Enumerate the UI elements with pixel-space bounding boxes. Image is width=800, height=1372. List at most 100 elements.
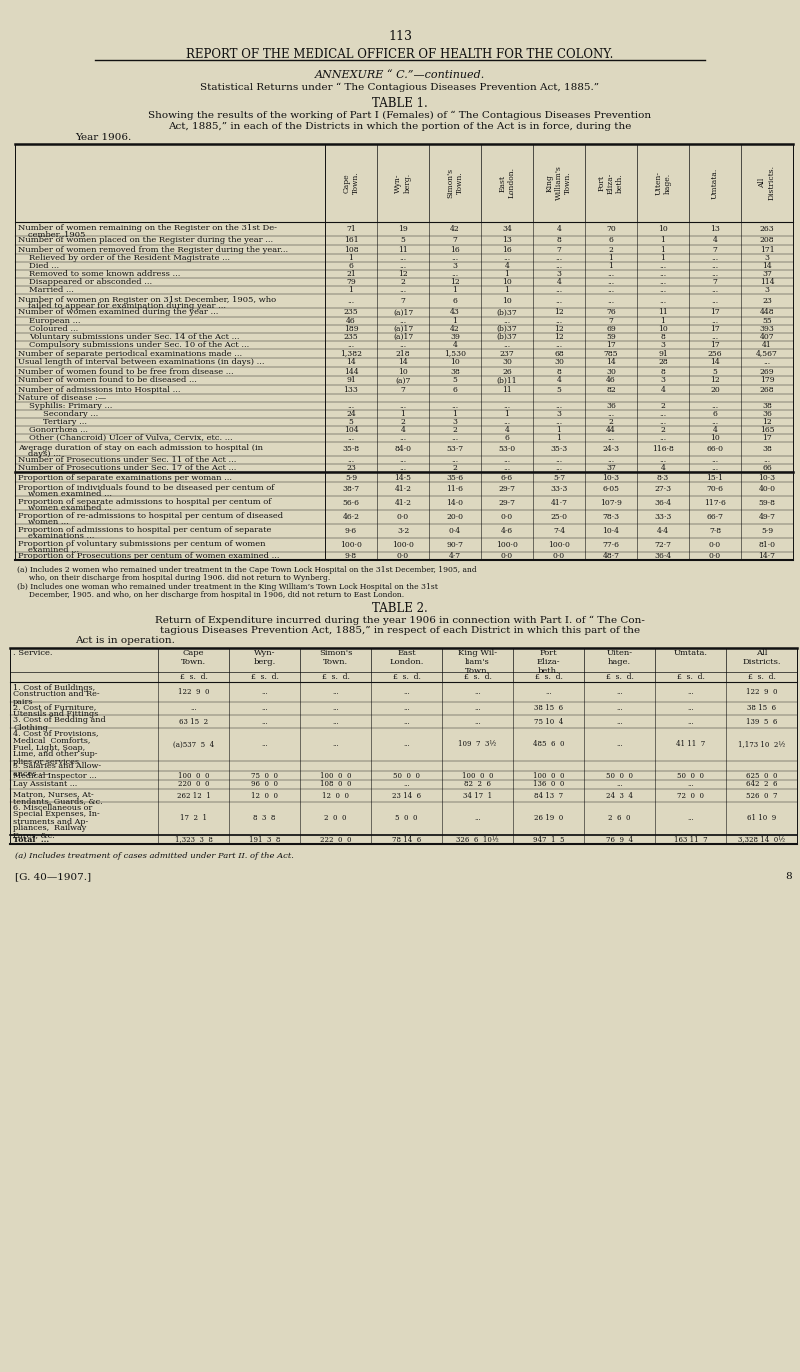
Text: 3: 3: [557, 270, 562, 279]
Text: Lime, and other sup-: Lime, and other sup-: [13, 750, 98, 759]
Text: 14: 14: [762, 262, 772, 270]
Text: 68: 68: [554, 350, 564, 358]
Text: 0·0: 0·0: [709, 552, 721, 560]
Text: 16: 16: [502, 246, 512, 254]
Text: Lay Assistant ...: Lay Assistant ...: [13, 781, 78, 789]
Text: December, 1905. and who, on her discharge from hospital in 1906, did not return : December, 1905. and who, on her discharg…: [17, 591, 404, 600]
Text: ...: ...: [555, 285, 562, 294]
Text: 37: 37: [606, 464, 616, 472]
Text: tendants, Guards, &c.: tendants, Guards, &c.: [13, 797, 102, 805]
Text: 12: 12: [762, 418, 772, 425]
Text: 4. Cost of Provisions,: 4. Cost of Provisions,: [13, 730, 98, 738]
Text: ...: ...: [403, 781, 410, 789]
Text: 163 11  7: 163 11 7: [674, 836, 707, 844]
Text: Proportion of Prosecutions per centum of women examined ...: Proportion of Prosecutions per centum of…: [18, 552, 279, 560]
Text: ...: ...: [503, 418, 510, 425]
Text: 1: 1: [661, 317, 666, 325]
Text: 90·7: 90·7: [446, 541, 463, 549]
Text: 0·0: 0·0: [709, 541, 721, 549]
Text: £  s.  d.: £ s. d.: [179, 674, 207, 681]
Text: 16: 16: [450, 246, 460, 254]
Text: 17: 17: [606, 342, 616, 348]
Text: days) ...: days) ...: [28, 450, 61, 458]
Text: 10: 10: [450, 358, 460, 366]
Text: 12  0  0: 12 0 0: [251, 792, 278, 800]
Text: 144: 144: [344, 368, 358, 376]
Text: 263: 263: [760, 225, 774, 233]
Text: 191  3  8: 191 3 8: [249, 836, 280, 844]
Text: ...: ...: [261, 718, 268, 726]
Text: All
Districts.: All Districts.: [758, 166, 776, 200]
Text: Number of women found to be free from disease ...: Number of women found to be free from di…: [18, 368, 234, 376]
Text: European ...: European ...: [29, 317, 81, 325]
Text: Proportion of separate admissions to hospital per centum of: Proportion of separate admissions to hos…: [18, 498, 271, 505]
Text: women examined ...: women examined ...: [28, 505, 112, 513]
Text: 17: 17: [710, 325, 720, 333]
Text: 61 10  9: 61 10 9: [747, 815, 776, 822]
Text: 2: 2: [453, 425, 458, 434]
Text: 46: 46: [606, 376, 616, 384]
Text: 1: 1: [609, 262, 614, 270]
Text: 82: 82: [606, 386, 616, 394]
Text: ...: ...: [711, 270, 718, 279]
Text: ...: ...: [607, 410, 614, 418]
Text: [G. 40—1907.]: [G. 40—1907.]: [15, 873, 91, 881]
Text: 208: 208: [760, 236, 774, 244]
Text: Wyn-
berg.: Wyn- berg.: [254, 649, 276, 667]
Text: Average duration of stay on each admission to hospital (in: Average duration of stay on each admissi…: [18, 443, 263, 451]
Text: ...: ...: [607, 434, 614, 442]
Text: 2: 2: [661, 425, 666, 434]
Text: ...: ...: [659, 434, 666, 442]
Text: 6: 6: [505, 434, 510, 442]
Text: ...: ...: [451, 456, 458, 464]
Text: 8: 8: [661, 368, 666, 376]
Text: 14·7: 14·7: [758, 552, 775, 560]
Text: 5: 5: [713, 368, 718, 376]
Text: 43: 43: [450, 309, 460, 317]
Text: 1: 1: [453, 285, 458, 294]
Text: ...: ...: [399, 285, 406, 294]
Text: 220  0  0: 220 0 0: [178, 781, 210, 789]
Text: 785: 785: [604, 350, 618, 358]
Text: Disappeared or absconded ...: Disappeared or absconded ...: [29, 279, 152, 285]
Text: 5  0  0: 5 0 0: [395, 815, 418, 822]
Text: ...: ...: [711, 317, 718, 325]
Text: 14·5: 14·5: [394, 473, 411, 482]
Text: 24  3  4: 24 3 4: [606, 792, 633, 800]
Text: Nature of disease :—: Nature of disease :—: [18, 394, 106, 402]
Text: 2: 2: [401, 279, 406, 285]
Text: £  s.  d.: £ s. d.: [322, 674, 350, 681]
Text: 8  3  8: 8 3 8: [254, 815, 276, 822]
Text: 2: 2: [401, 418, 406, 425]
Text: 1: 1: [505, 270, 510, 279]
Text: 75 10  4: 75 10 4: [534, 718, 563, 726]
Text: 14·0: 14·0: [446, 499, 463, 508]
Text: 38 15  6: 38 15 6: [534, 704, 563, 712]
Text: ...: ...: [687, 781, 694, 789]
Text: 10: 10: [502, 296, 512, 305]
Text: 262 12  1: 262 12 1: [177, 792, 210, 800]
Text: 4: 4: [401, 425, 406, 434]
Text: 81·0: 81·0: [758, 541, 775, 549]
Text: 100·0: 100·0: [392, 541, 414, 549]
Text: ...: ...: [474, 704, 481, 712]
Text: ...: ...: [403, 704, 410, 712]
Text: ...: ...: [451, 270, 458, 279]
Text: 50  0  0: 50 0 0: [677, 771, 704, 779]
Text: 72·7: 72·7: [654, 541, 671, 549]
Text: ...: ...: [347, 434, 354, 442]
Text: women ...: women ...: [28, 519, 69, 527]
Text: 218: 218: [396, 350, 410, 358]
Text: All
Districts.: All Districts.: [742, 649, 781, 667]
Text: 41: 41: [762, 342, 772, 348]
Text: ...: ...: [616, 741, 623, 749]
Text: 642  2  6: 642 2 6: [746, 781, 778, 789]
Text: 10: 10: [502, 279, 512, 285]
Text: Number of women found to be diseased ...: Number of women found to be diseased ...: [18, 376, 197, 384]
Text: ...: ...: [607, 279, 614, 285]
Text: ...: ...: [711, 456, 718, 464]
Text: 12: 12: [554, 333, 564, 342]
Text: 1. Cost of Buildings,: 1. Cost of Buildings,: [13, 683, 95, 691]
Text: 108  0  0: 108 0 0: [320, 781, 351, 789]
Text: 5: 5: [349, 418, 354, 425]
